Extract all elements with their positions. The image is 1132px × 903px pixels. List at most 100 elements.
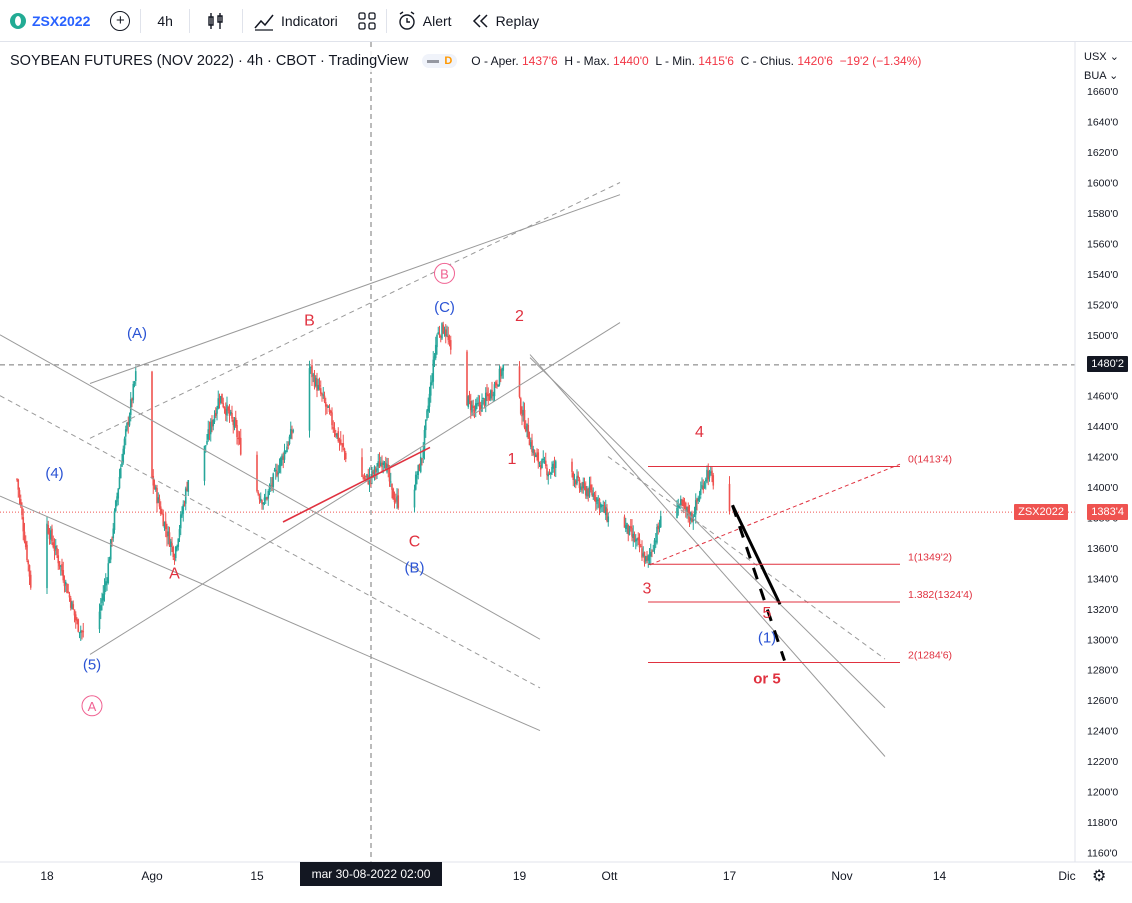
- candle-body: [481, 399, 483, 412]
- replay-button[interactable]: Replay: [462, 0, 550, 42]
- candle-body: [538, 462, 541, 464]
- candle-body: [391, 483, 393, 490]
- candle-body: [52, 542, 55, 548]
- candle-body: [278, 464, 281, 473]
- unit-selector[interactable]: BUA ⌄: [1084, 69, 1118, 82]
- candle-body: [212, 419, 215, 427]
- candle-body: [518, 366, 521, 397]
- candle-body: [694, 500, 697, 515]
- legend-status-pill[interactable]: D: [422, 54, 458, 68]
- candle-body: [679, 499, 682, 506]
- candle-body: [433, 356, 436, 360]
- alert-button[interactable]: Alert: [387, 0, 462, 42]
- candle-body: [371, 470, 373, 477]
- candle-body: [226, 404, 228, 416]
- candle-body: [574, 480, 577, 485]
- wave-label: A: [169, 565, 180, 582]
- candle-body: [227, 406, 230, 411]
- candle-body: [654, 540, 657, 543]
- candle-body: [169, 541, 172, 547]
- candle-body: [63, 581, 66, 587]
- time-tick-label: 15: [250, 869, 264, 883]
- candle-body: [434, 344, 437, 359]
- candle-body: [331, 412, 333, 426]
- indicators-button[interactable]: Indicatori: [243, 0, 348, 42]
- candle-body: [681, 501, 683, 503]
- candle-body: [656, 526, 658, 543]
- chart-type-button[interactable]: [190, 0, 242, 42]
- candle-body: [173, 558, 176, 561]
- candle-body: [334, 433, 337, 436]
- compare-button[interactable]: +: [100, 0, 140, 42]
- candle-body: [499, 369, 502, 377]
- settings-gear-icon[interactable]: ⚙: [1092, 868, 1107, 885]
- candle-body: [167, 531, 170, 537]
- candle-body: [274, 469, 277, 472]
- price-tick-label: 1180'0: [1087, 817, 1118, 829]
- dash-icon: [427, 59, 440, 63]
- candle-body: [178, 529, 181, 538]
- candle-body: [287, 444, 290, 446]
- candle-body: [223, 407, 226, 410]
- wave-circle-marker: [434, 262, 455, 284]
- candle-body: [573, 478, 576, 480]
- candle-body: [56, 548, 58, 555]
- candle-body: [581, 487, 583, 491]
- time-tick-label: Dic: [1058, 869, 1075, 883]
- time-tick-label: 17: [723, 869, 737, 883]
- candle-body: [256, 454, 258, 492]
- candle-body: [443, 331, 446, 333]
- candle-body: [711, 470, 713, 476]
- candle-body: [646, 556, 648, 560]
- wave-label: (5): [83, 657, 101, 674]
- candle-body: [74, 614, 77, 621]
- candle-body: [28, 565, 31, 577]
- candle-body: [203, 445, 206, 481]
- candle-body: [314, 377, 317, 387]
- candle-body: [124, 429, 127, 437]
- price-chart[interactable]: 0(1413'4) 1(1349'2) 1.382(1324'4) 2(1284'6)…: [0, 42, 1132, 903]
- candle-body: [589, 484, 592, 491]
- candle-body: [17, 479, 20, 490]
- candle-body: [262, 502, 265, 505]
- candle-body: [427, 405, 430, 412]
- candle-body: [537, 452, 540, 463]
- candle-body: [653, 540, 656, 550]
- candle-body: [276, 471, 278, 477]
- candle-body: [109, 539, 112, 560]
- candle-body: [623, 516, 626, 528]
- interval-button[interactable]: 4h: [141, 0, 189, 42]
- price-tick-label: 1300'0: [1087, 634, 1118, 646]
- exchange-logo-icon: [10, 12, 26, 29]
- candle-body: [266, 497, 268, 500]
- candle-body: [534, 454, 537, 457]
- candle-body: [216, 408, 218, 414]
- layout-button[interactable]: [348, 0, 386, 42]
- candle-body: [103, 585, 106, 595]
- candles-icon: [208, 12, 223, 29]
- top-toolbar: ZSX2022 + 4h Indicatori Alert Replay: [0, 0, 1132, 42]
- candle-body: [624, 525, 627, 529]
- symbol-search[interactable]: ZSX2022: [0, 0, 100, 42]
- candle-body: [224, 408, 227, 415]
- candle-body: [19, 499, 22, 506]
- candle-body: [282, 456, 285, 460]
- candle-body: [156, 488, 158, 504]
- candle-body: [652, 550, 655, 552]
- candle-body: [257, 492, 260, 495]
- candle-body: [24, 541, 27, 548]
- candle-body: [448, 341, 451, 343]
- high-value: 1440'0: [613, 54, 649, 68]
- candle-body: [106, 581, 108, 583]
- candle-body: [112, 528, 115, 539]
- candle-body: [152, 475, 155, 486]
- currency-selector[interactable]: USX ⌄: [1084, 50, 1119, 63]
- time-tick-label: Nov: [831, 869, 852, 883]
- plus-circle-icon: +: [110, 10, 131, 31]
- candle-body: [466, 351, 468, 406]
- candle-body: [708, 471, 711, 478]
- candle-body: [206, 441, 208, 445]
- candle-body: [706, 469, 708, 482]
- candle-body: [132, 383, 135, 401]
- candle-body: [48, 534, 51, 539]
